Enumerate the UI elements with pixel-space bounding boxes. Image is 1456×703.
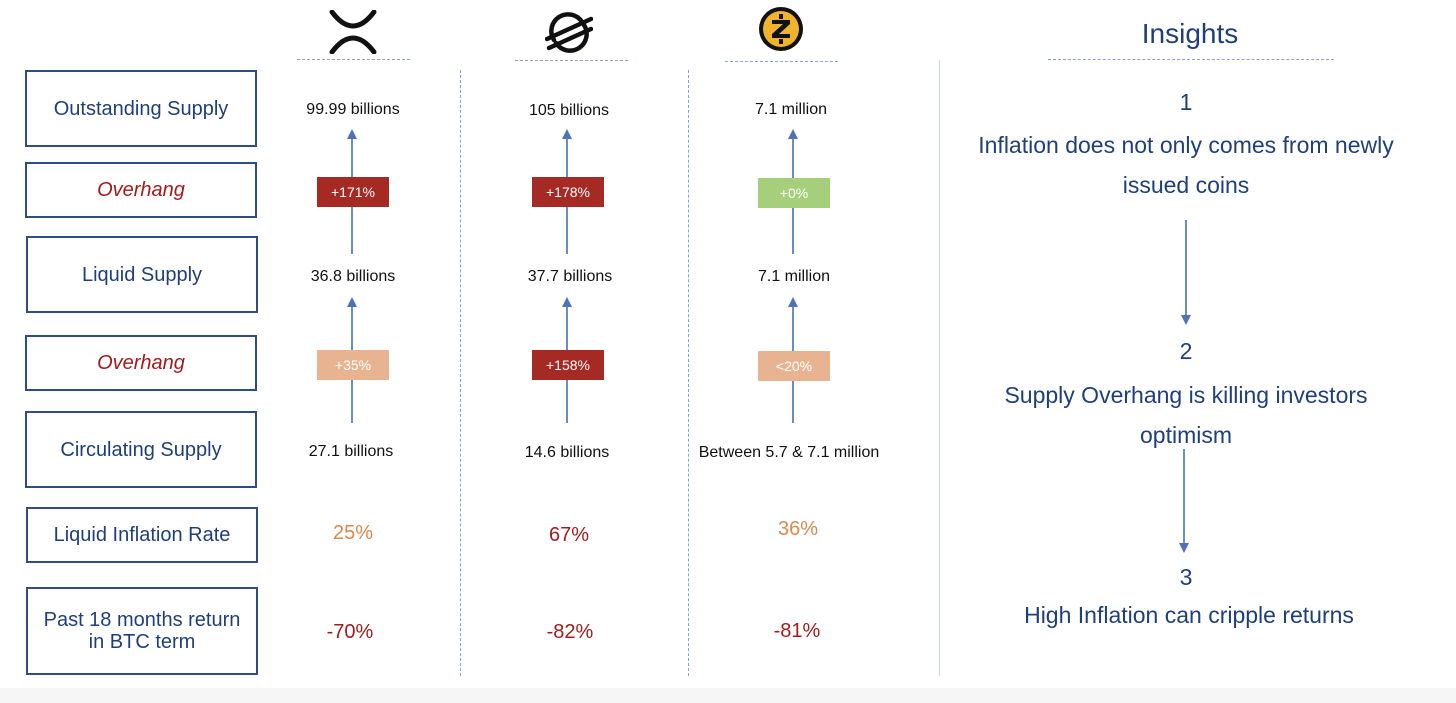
insights-divider [939, 60, 940, 676]
col1-outstanding-supply: 99.99 billions [306, 101, 400, 118]
col3-circulating-supply: Between 5.7 & 7.1 million [698, 444, 880, 461]
col2-arrow-lower-head [562, 297, 572, 307]
col3-arrow-lower-head [788, 297, 798, 307]
column-2-underline [515, 60, 628, 61]
col1-overhang-1-badge: +171% [317, 177, 389, 207]
column-divider-2 [688, 70, 689, 676]
insight-arrow-2-head [1179, 543, 1189, 553]
insight-1-number: 1 [1179, 89, 1193, 115]
zcash-logo [759, 7, 803, 51]
row-label-liquid-inflation-rate: Liquid Inflation Rate [26, 507, 258, 563]
stellar-logo [545, 12, 593, 53]
insight-3-number: 3 [1179, 564, 1193, 590]
col2-liquid-supply: 37.7 billions [527, 268, 613, 285]
insight-arrow-2-line [1183, 449, 1185, 544]
row-label-overhang-1: Overhang [25, 162, 257, 218]
insight-2-text: Supply Overhang is killing investors opt… [1004, 382, 1368, 448]
col2-circulating-supply: 14.6 billions [524, 444, 610, 461]
col1-past-return: -70% [326, 621, 374, 643]
col2-arrow-upper-head [562, 129, 572, 139]
row-label-overhang-2: Overhang [25, 335, 257, 391]
row-label-circulating-supply: Circulating Supply [25, 411, 257, 488]
col3-overhang-2-badge: <20% [758, 351, 830, 381]
col3-overhang-1-badge: +0% [758, 178, 830, 208]
col1-arrow-upper-head [347, 129, 357, 139]
insight-2-number: 2 [1179, 338, 1193, 364]
col1-circulating-supply: 27.1 billions [308, 443, 394, 460]
column-3-underline [725, 61, 838, 62]
insight-3-text: High Inflation can cripple returns [1024, 602, 1354, 628]
col1-liquid-supply: 36.8 billions [310, 268, 396, 285]
col1-arrow-lower-head [347, 297, 357, 307]
insights-title: Insights [1141, 18, 1239, 49]
row-label-past-18-months-return: Past 18 months return in BTC term [26, 587, 258, 675]
col2-overhang-1-badge: +178% [532, 177, 604, 207]
insight-arrow-1-head [1181, 315, 1191, 325]
col3-arrow-upper-head [788, 129, 798, 139]
col2-past-return: -82% [546, 621, 594, 643]
xrp-x-logo [329, 10, 377, 54]
row-label-liquid-supply: Liquid Supply [26, 236, 258, 313]
col2-liquid-inflation-rate: 67% [548, 524, 590, 546]
col1-overhang-2-badge: +35% [317, 350, 389, 380]
insight-1-text: Inflation does not only comes from newly… [978, 132, 1394, 198]
col1-liquid-inflation-rate: 25% [332, 522, 374, 544]
col3-liquid-supply: 7.1 million [757, 268, 831, 285]
row-label-outstanding-supply: Outstanding Supply [25, 70, 257, 147]
column-1-underline [297, 59, 410, 60]
col2-overhang-2-badge: +158% [532, 350, 604, 380]
col2-outstanding-supply: 105 billions [528, 102, 610, 119]
col3-liquid-inflation-rate: 36% [777, 518, 819, 540]
insight-arrow-1-line [1185, 220, 1187, 316]
insights-underline [1048, 59, 1334, 60]
column-divider-1 [460, 70, 461, 676]
col3-outstanding-supply: 7.1 million [754, 101, 828, 118]
footer-band [0, 688, 1456, 703]
col3-past-return: -81% [773, 620, 821, 642]
